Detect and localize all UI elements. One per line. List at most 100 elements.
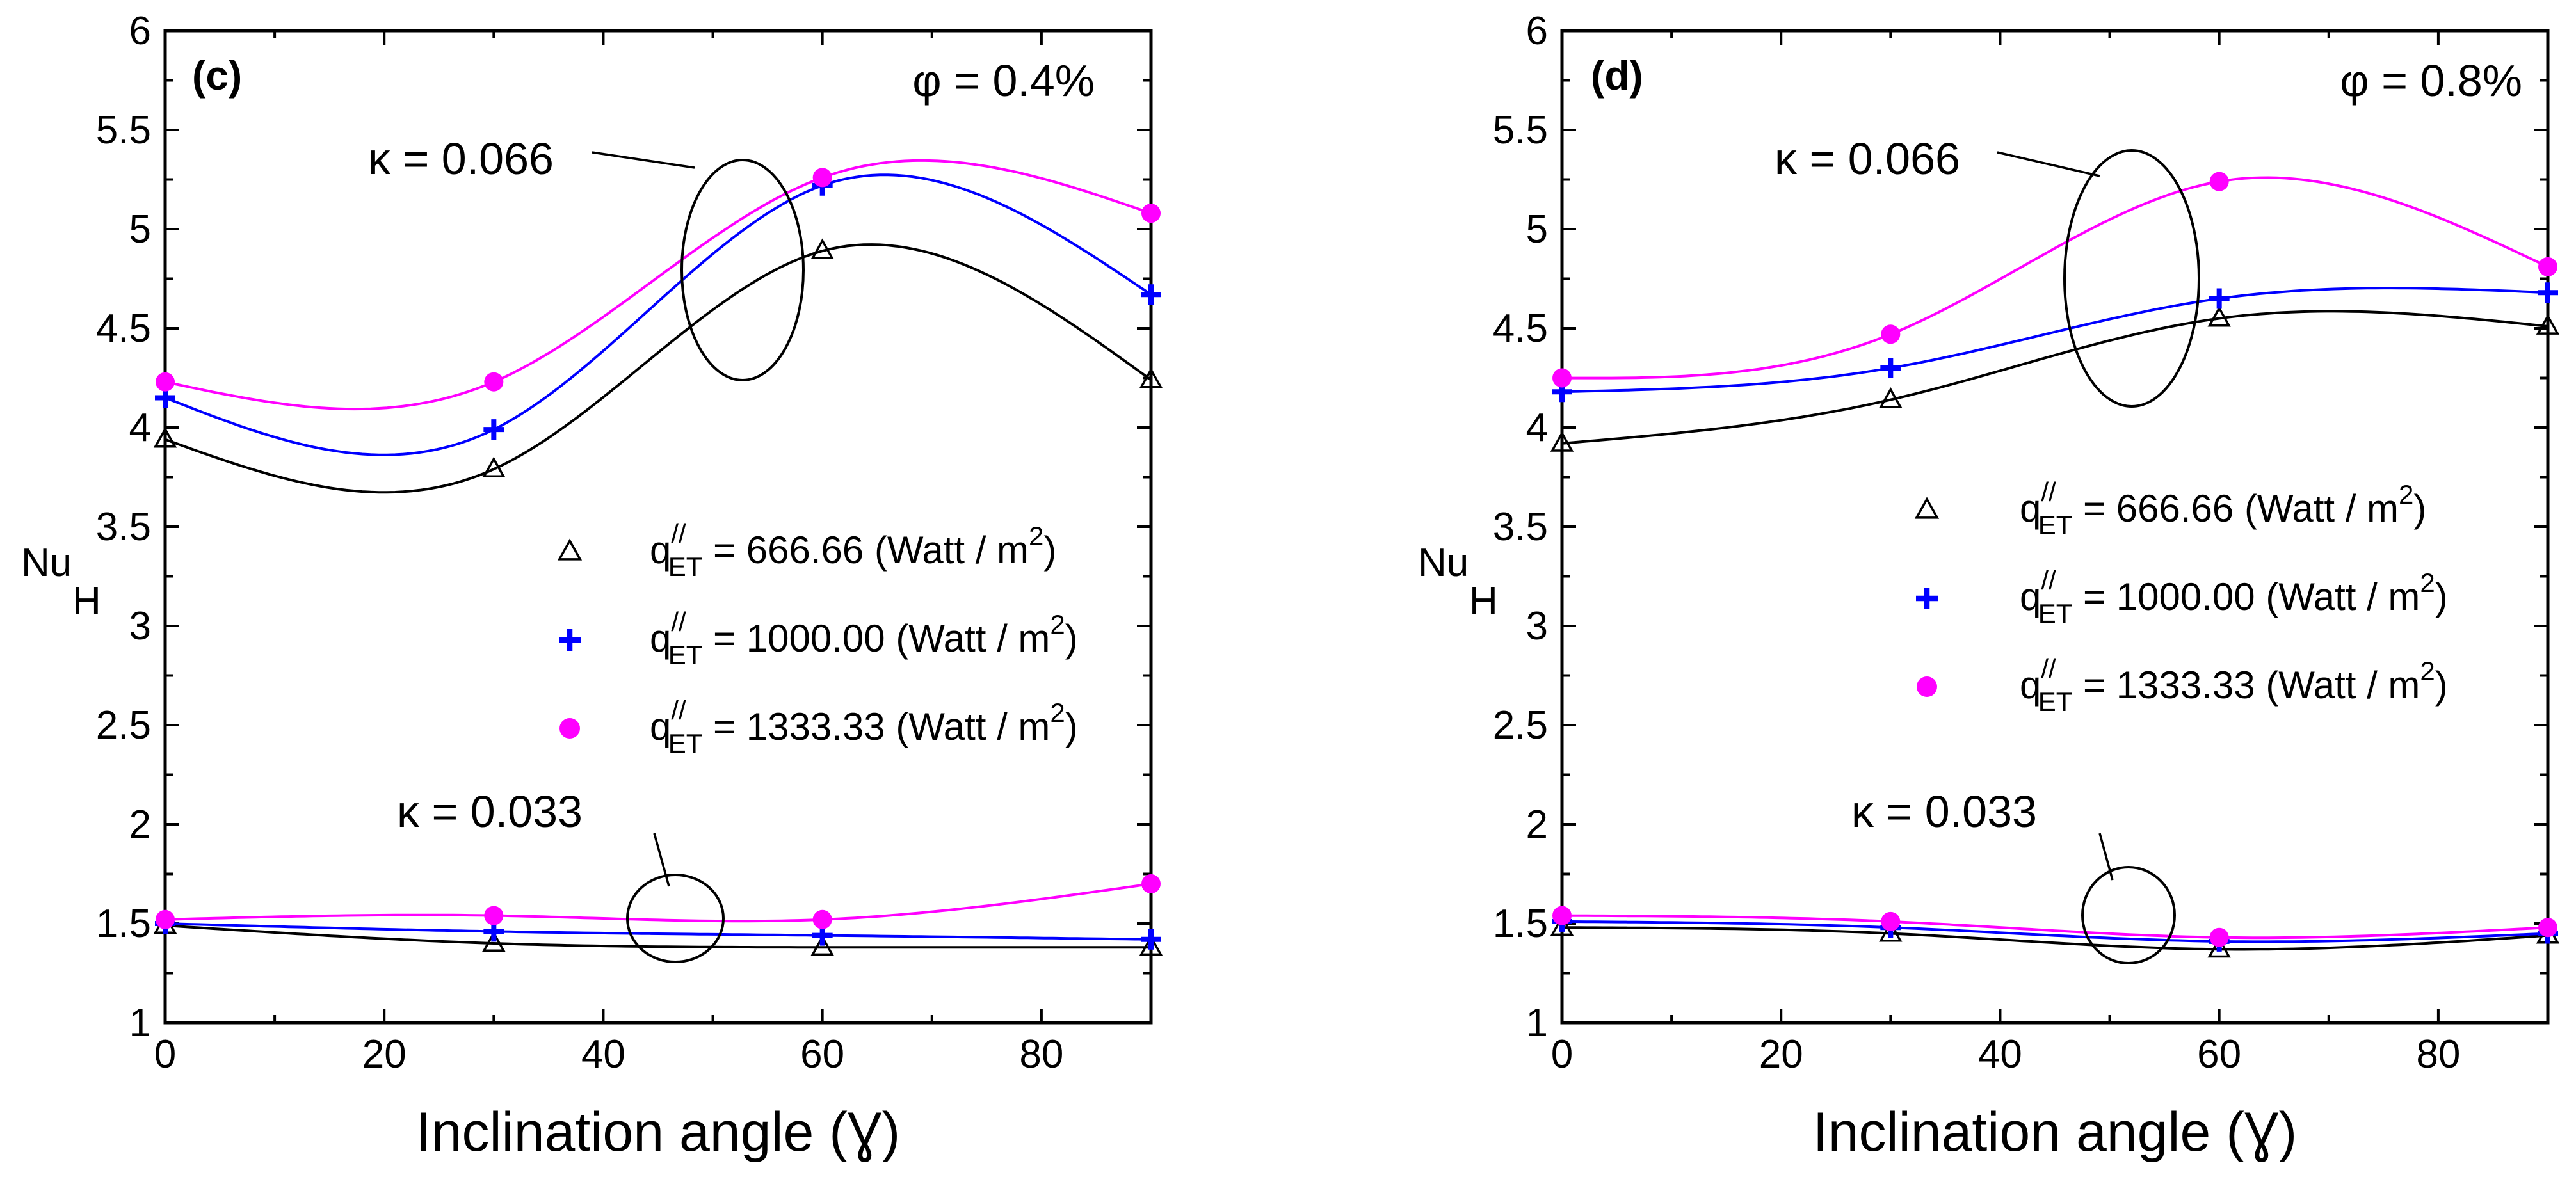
data-point-s0-3 bbox=[1139, 367, 1163, 388]
x-tick-label: 80 bbox=[1019, 1032, 1063, 1076]
data-point-s2-3 bbox=[1141, 204, 1161, 223]
data-point-s2-2 bbox=[812, 168, 832, 188]
legend-label-1: q//ET = 1000.00 (Watt / m2) bbox=[650, 607, 1078, 670]
x-axis-title: Inclination angle (Ɣ) bbox=[1813, 1101, 2297, 1163]
data-point-s0-2 bbox=[810, 238, 834, 260]
panel-label: (d) bbox=[1591, 52, 1643, 99]
kappa-0066-ellipse bbox=[2063, 149, 2200, 408]
data-point-s2-0 bbox=[1552, 368, 1572, 388]
legend-sup-1: // bbox=[671, 607, 686, 637]
y-tick-label: 5 bbox=[129, 207, 151, 252]
data-point-s3-3 bbox=[1139, 934, 1163, 956]
legend-prefix-2: q bbox=[2020, 664, 2041, 707]
data-point-s2-0 bbox=[156, 372, 175, 392]
legend-unit_sup-2: 2 bbox=[2420, 656, 2435, 686]
x-tick-label: 0 bbox=[154, 1032, 176, 1076]
data-point-s5-3 bbox=[2538, 918, 2557, 938]
data-point-s5-2 bbox=[812, 909, 832, 929]
y-tick-label: 2.5 bbox=[1493, 703, 1548, 748]
data-point-s1-2 bbox=[2209, 288, 2230, 309]
x-tick-label: 60 bbox=[2197, 1032, 2241, 1076]
legend-prefix-2: q bbox=[650, 705, 671, 748]
kappa-0066-leader bbox=[592, 151, 695, 169]
data-point-s0-0 bbox=[153, 427, 177, 448]
data-point-s5-1 bbox=[1881, 911, 1901, 931]
kappa-0033-label: κ = 0.033 bbox=[1851, 787, 2037, 836]
y-tick-label: 2.5 bbox=[96, 703, 151, 748]
kappa-0066-label: κ = 0.066 bbox=[1775, 134, 1960, 184]
y-tick-label: 3.5 bbox=[1493, 505, 1548, 549]
legend-label-1: q//ET = 1000.00 (Watt / m2) bbox=[2020, 565, 2448, 628]
legend-text-2: = 1333.33 (Watt / m bbox=[702, 705, 1050, 748]
legend-close-0: ) bbox=[1043, 529, 1056, 572]
legend-marker-0 bbox=[557, 538, 583, 561]
data-point-s5-0 bbox=[1552, 906, 1572, 925]
y-tick-label: 5 bbox=[1526, 207, 1548, 252]
data-point-s4-3 bbox=[1141, 929, 1161, 950]
y-axis-title-subscript: H bbox=[72, 579, 101, 623]
y-tick-label: 4.5 bbox=[1493, 307, 1548, 351]
legend-unit_sup-2: 2 bbox=[1050, 698, 1065, 728]
y-axis-title: Nu bbox=[21, 541, 72, 585]
series-line-5 bbox=[165, 883, 1152, 923]
legend-text-2: = 1333.33 (Watt / m bbox=[2072, 664, 2420, 707]
series-line-0 bbox=[165, 243, 1152, 494]
legend-prefix-0: q bbox=[650, 529, 671, 572]
legend-label-0: q//ET = 666.66 (Watt / m2) bbox=[2020, 477, 2426, 540]
kappa-0066-ellipse bbox=[680, 159, 805, 381]
x-tick-label: 80 bbox=[2416, 1032, 2460, 1076]
data-point-s0-0 bbox=[1550, 431, 1574, 452]
data-point-s3-2 bbox=[2207, 936, 2231, 958]
legend-entry-1: q//ET = 1000.00 (Watt / m2) bbox=[1916, 565, 2448, 628]
data-point-s0-3 bbox=[2536, 314, 2560, 335]
data-point-s2-3 bbox=[2538, 257, 2557, 276]
data-point-s5-0 bbox=[156, 909, 175, 929]
legend-marker-0 bbox=[1914, 497, 1940, 519]
series-line-4 bbox=[1561, 920, 2548, 943]
x-tick-label: 20 bbox=[1759, 1032, 1803, 1076]
legend-close-1: ) bbox=[2435, 575, 2448, 618]
legend-label-2: q//ET = 1333.33 (Watt / m2) bbox=[2020, 653, 2448, 717]
data-point-s2-1 bbox=[484, 372, 504, 392]
legend-prefix-0: q bbox=[2020, 487, 2041, 530]
data-point-s3-1 bbox=[1879, 920, 1903, 942]
legend-entry-0: q//ET = 666.66 (Watt / m2) bbox=[1914, 477, 2426, 540]
legend-unit_sup-0: 2 bbox=[1029, 521, 1043, 551]
data-point-s2-1 bbox=[1881, 324, 1901, 344]
x-axis-title: Inclination angle (Ɣ) bbox=[416, 1101, 900, 1163]
phi-label: φ = 0.4% bbox=[912, 56, 1095, 106]
data-point-s0-2 bbox=[2207, 305, 2231, 327]
phi-label: φ = 0.8% bbox=[2340, 56, 2522, 106]
legend-close-0: ) bbox=[2413, 487, 2426, 530]
data-point-s2-2 bbox=[2209, 172, 2229, 191]
legend-entry-1: q//ET = 1000.00 (Watt / m2) bbox=[559, 607, 1078, 670]
y-tick-label: 4 bbox=[1526, 406, 1548, 450]
legend-close-1: ) bbox=[1065, 617, 1078, 660]
y-tick-label: 3 bbox=[1526, 604, 1548, 648]
legend-sup-0: // bbox=[671, 518, 686, 548]
data-point-s1-3 bbox=[1141, 284, 1161, 305]
legend-sup-2: // bbox=[2041, 653, 2056, 684]
series-line-3 bbox=[1561, 926, 2548, 951]
legend-entry-2: q//ET = 1333.33 (Watt / m2) bbox=[559, 695, 1078, 758]
kappa-0066-leader bbox=[1997, 151, 2100, 177]
y-axis-title-subscript: H bbox=[1469, 579, 1498, 623]
series-line-2 bbox=[165, 159, 1152, 411]
chart-panel-c: 11.522.533.544.555.560 20 40 60 80Inclinatio… bbox=[21, 9, 1163, 1163]
y-tick-label: 1.5 bbox=[1493, 902, 1548, 946]
data-point-s5-1 bbox=[484, 906, 504, 925]
kappa-0033-leader bbox=[653, 833, 670, 887]
y-tick-label: 4 bbox=[129, 406, 151, 450]
legend-sub-1: ET bbox=[668, 640, 703, 670]
legend-text-0: = 666.66 (Watt / m bbox=[702, 529, 1029, 572]
data-point-s5-2 bbox=[2209, 927, 2229, 947]
series-line-5 bbox=[1561, 914, 2548, 940]
legend-close-2: ) bbox=[1065, 705, 1078, 748]
data-point-s1-1 bbox=[1880, 358, 1901, 378]
legend-sup-0: // bbox=[2041, 477, 2056, 507]
legend-marker-2 bbox=[1917, 676, 1937, 697]
y-tick-label: 6 bbox=[1526, 9, 1548, 53]
legend-prefix-1: q bbox=[650, 617, 671, 660]
kappa-0033-ellipse bbox=[626, 874, 725, 963]
